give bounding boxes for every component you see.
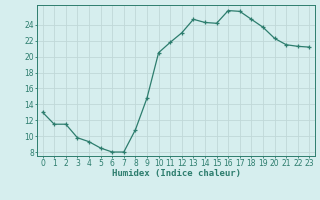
X-axis label: Humidex (Indice chaleur): Humidex (Indice chaleur) bbox=[111, 169, 241, 178]
